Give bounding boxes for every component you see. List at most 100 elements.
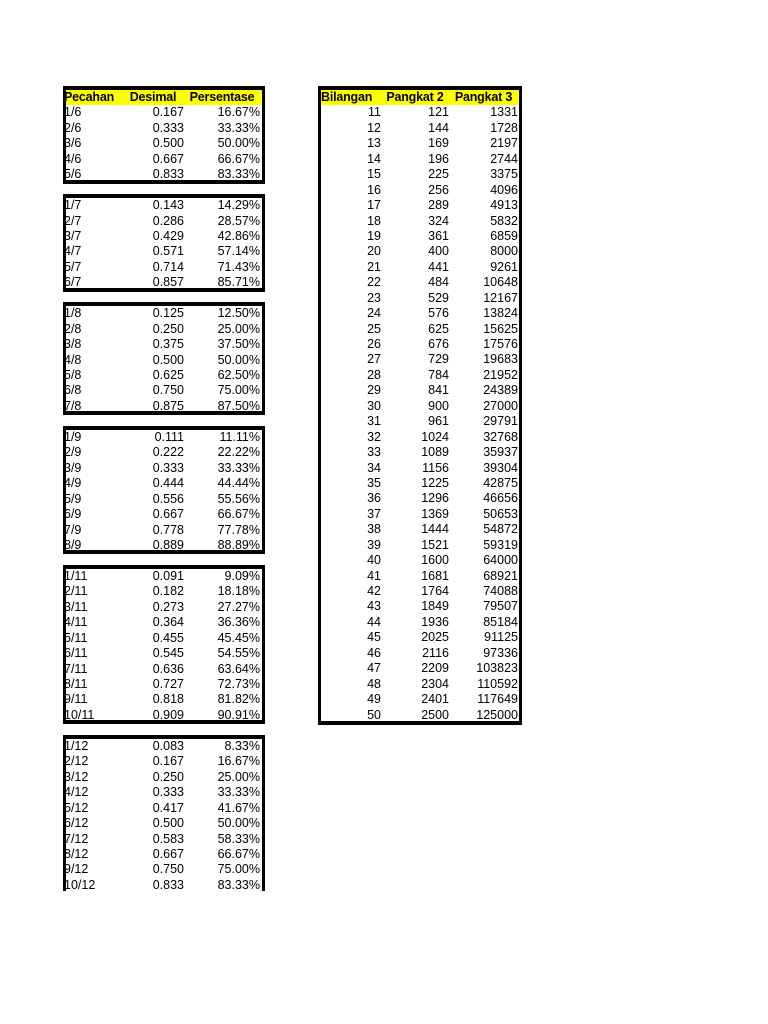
table-row: 3/7 0.429 42.86% bbox=[64, 229, 262, 244]
table-cell: 44.44% bbox=[217, 476, 260, 491]
table-cell: 0.143 bbox=[152, 198, 184, 213]
table-row: 32 1024 32768 bbox=[321, 430, 519, 445]
table-cell: 0.333 bbox=[152, 120, 184, 135]
table-cell: 6/8 bbox=[64, 383, 82, 398]
table-cell: 68921 bbox=[483, 568, 518, 583]
table-cell: 289 bbox=[428, 198, 449, 213]
table-cell: 1/11 bbox=[64, 568, 88, 583]
table-row: 9/12 0.750 75.00% bbox=[64, 862, 262, 877]
table-row: 8/9 0.889 88.89% bbox=[64, 537, 262, 553]
table-cell: 21 bbox=[367, 259, 381, 274]
column-header: Pangkat 2 bbox=[386, 90, 444, 104]
table-cell: 0.250 bbox=[152, 769, 184, 784]
table-cell: 7/12 bbox=[64, 831, 89, 846]
table-cell: 900 bbox=[428, 398, 449, 413]
table-cell: 5832 bbox=[490, 213, 518, 228]
table-cell: 20 bbox=[367, 244, 381, 259]
table-row: 13 169 2197 bbox=[321, 136, 519, 151]
table-cell: 33.33% bbox=[217, 120, 260, 135]
table-cell: 24389 bbox=[483, 383, 518, 398]
table-row: 7/9 0.778 77.78% bbox=[64, 522, 262, 538]
table-row: 1/12 0.083 8.33% bbox=[64, 738, 262, 754]
table-cell: 10/11 bbox=[64, 707, 95, 722]
table-cell: 28.57% bbox=[217, 213, 260, 228]
table-row: 15 225 3375 bbox=[321, 167, 519, 182]
table-cell: 25.00% bbox=[217, 321, 260, 336]
table-row: 4/12 0.333 33.33% bbox=[64, 785, 262, 800]
table-row: 1/11 0.091 9.09% bbox=[64, 568, 262, 584]
table-cell: 0.636 bbox=[152, 661, 184, 676]
table-cell: 36.36% bbox=[217, 615, 260, 630]
table-row: 41 1681 68921 bbox=[321, 569, 519, 584]
table-cell: 0.333 bbox=[152, 460, 184, 475]
table-cell: 1728 bbox=[490, 120, 518, 135]
table-row: 7/8 0.875 87.50% bbox=[64, 398, 262, 414]
table-cell: 43 bbox=[367, 599, 381, 614]
table-cell: 0.833 bbox=[152, 877, 184, 892]
table-cell: 0.167 bbox=[152, 754, 184, 769]
table-cell: 0.833 bbox=[152, 167, 184, 182]
table-cell: 1936 bbox=[421, 614, 449, 629]
table-cell: 0.889 bbox=[152, 537, 184, 552]
table-row: 17 289 4913 bbox=[321, 198, 519, 213]
table-cell: 0.750 bbox=[152, 383, 184, 398]
table-cell: 5/12 bbox=[64, 800, 89, 815]
table-cell: 85184 bbox=[483, 614, 518, 629]
table-cell: 28 bbox=[367, 367, 381, 382]
table-cell: 50.00% bbox=[217, 352, 260, 367]
table-row: 11 121 1331 bbox=[321, 105, 519, 120]
table-cell: 27.27% bbox=[217, 599, 260, 614]
table-cell: 77.78% bbox=[217, 522, 260, 537]
table-cell: 1225 bbox=[421, 475, 449, 490]
table-cell: 0.111 bbox=[154, 429, 184, 444]
table-cell: 0.083 bbox=[152, 738, 184, 753]
table-cell: 50.00% bbox=[217, 136, 260, 151]
table-row: 7/11 0.636 63.64% bbox=[64, 661, 262, 677]
table-cell: 16 bbox=[367, 182, 381, 197]
table-cell: 47 bbox=[367, 661, 381, 676]
table-row: 9/11 0.818 81.82% bbox=[64, 692, 262, 707]
table-cell: 15 bbox=[367, 167, 381, 182]
table-row: 16 256 4096 bbox=[321, 183, 519, 198]
table-cell: 63.64% bbox=[217, 661, 260, 676]
table-row: 5/11 0.455 45.45% bbox=[64, 631, 262, 646]
table-row: 6/8 0.750 75.00% bbox=[64, 383, 262, 398]
table-row: 43 1849 79507 bbox=[321, 599, 519, 614]
table-cell: 74088 bbox=[483, 584, 518, 598]
table-row: 19 361 6859 bbox=[321, 229, 519, 244]
table-row: 21 441 9261 bbox=[321, 260, 519, 275]
table-cell: 13824 bbox=[483, 306, 518, 321]
table-cell: 19683 bbox=[483, 352, 518, 367]
table-cell: 1/7 bbox=[64, 198, 82, 213]
table-cell: 0.286 bbox=[152, 213, 184, 228]
table-cell: 961 bbox=[428, 414, 449, 429]
table-cell: 24 bbox=[367, 306, 381, 321]
table-cell: 16.67% bbox=[217, 105, 260, 120]
table-cell: 0.545 bbox=[152, 646, 184, 661]
table-cell: 121 bbox=[428, 105, 449, 120]
table-row: 36 1296 46656 bbox=[321, 491, 519, 506]
table-row: 8/11 0.727 72.73% bbox=[64, 677, 262, 692]
table-row: 26 676 17576 bbox=[321, 337, 519, 352]
table-cell: 0.125 bbox=[152, 306, 184, 321]
table-cell: 5/9 bbox=[64, 491, 82, 506]
table-row: 2/12 0.167 16.67% bbox=[64, 754, 262, 769]
table-cell: 784 bbox=[428, 367, 449, 382]
table-row: 4/9 0.444 44.44% bbox=[64, 476, 262, 491]
header-row: Pecahan Desimal Persentase bbox=[64, 90, 262, 106]
table-cell: 576 bbox=[428, 306, 449, 321]
table-cell: 2025 bbox=[421, 630, 449, 645]
table-cell: 27000 bbox=[483, 398, 518, 413]
table-cell: 1849 bbox=[421, 599, 449, 614]
table-cell: 5/7 bbox=[64, 259, 82, 274]
table-cell: 12167 bbox=[483, 290, 518, 305]
table-cell: 87.50% bbox=[217, 398, 260, 413]
table-row: 3/11 0.273 27.27% bbox=[64, 599, 262, 615]
table-row: 5/7 0.714 71.43% bbox=[64, 259, 262, 275]
table-row: 3/6 0.500 50.00% bbox=[64, 136, 262, 151]
table-row: 39 1521 59319 bbox=[321, 538, 519, 553]
table-cell: 8/11 bbox=[64, 677, 88, 691]
table-cell: 90.91% bbox=[217, 707, 260, 722]
table-row: 48 2304 110592 bbox=[321, 677, 519, 692]
table-cell: 66.67% bbox=[217, 507, 260, 522]
